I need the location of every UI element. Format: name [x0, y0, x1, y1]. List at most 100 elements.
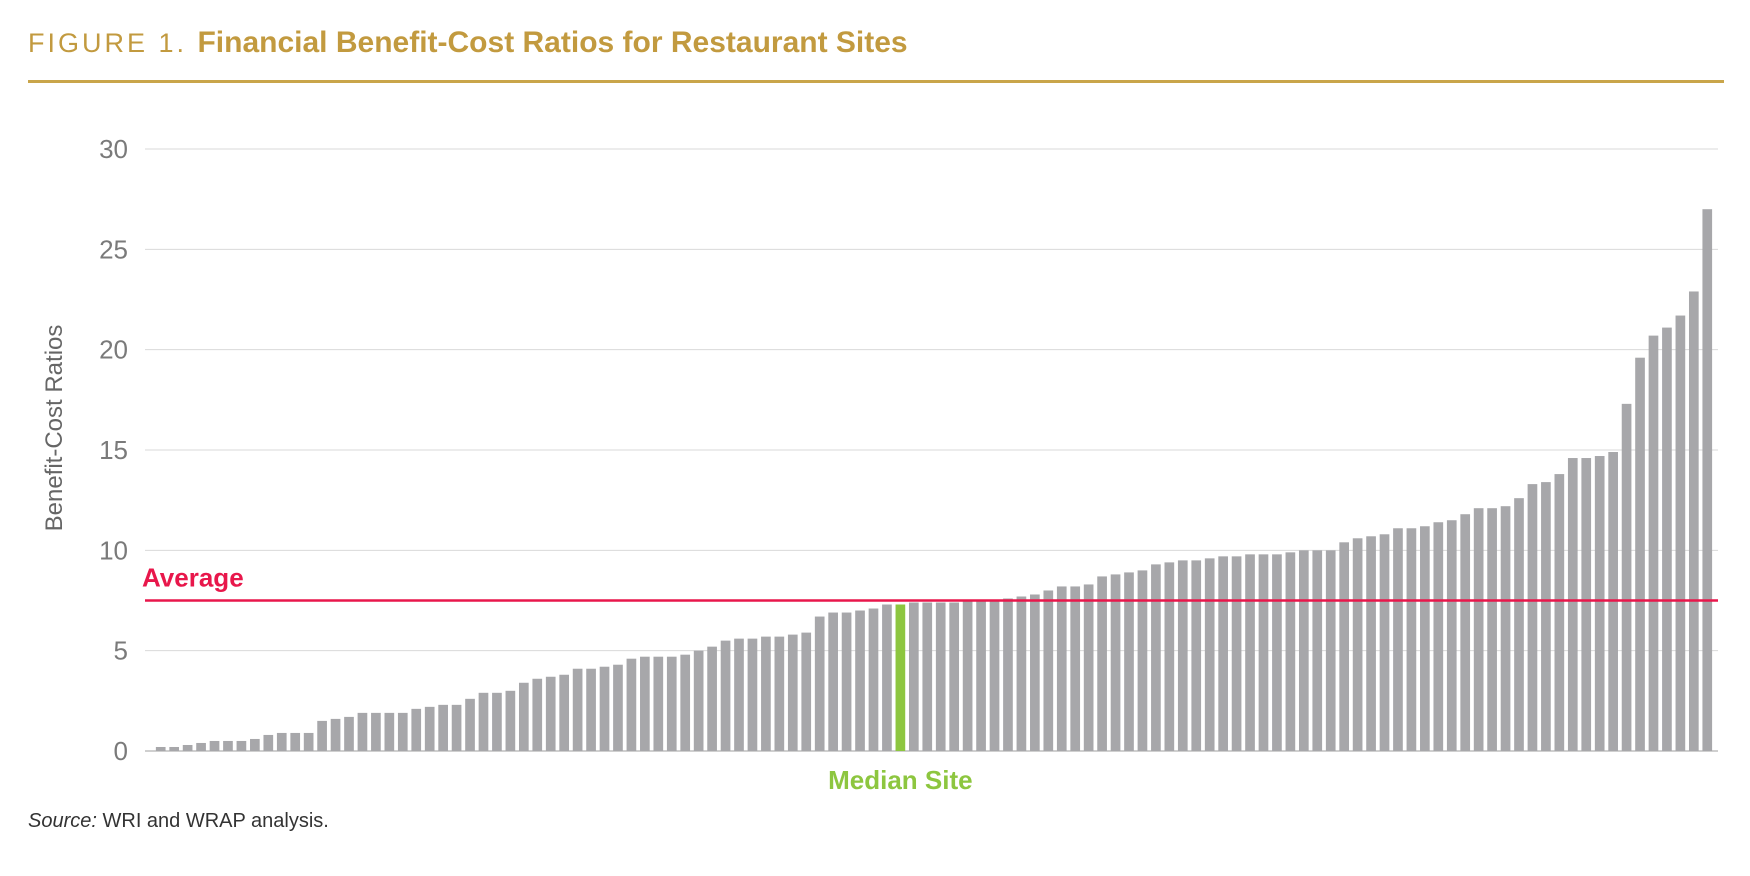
bar — [586, 668, 596, 751]
bar — [1662, 327, 1672, 751]
bar — [371, 712, 381, 751]
bar — [182, 744, 193, 751]
source-label: Source: — [28, 810, 97, 832]
bar — [532, 678, 543, 751]
bar — [250, 738, 260, 751]
bar — [680, 654, 691, 751]
figure-header: FIGURE 1. Financial Benefit-Cost Ratios … — [28, 26, 1724, 83]
bar — [1514, 498, 1524, 751]
bar — [989, 600, 1000, 751]
median-site-label: Median Site — [828, 765, 972, 795]
bar — [1231, 556, 1242, 751]
source-text: WRI and WRAP analysis. — [96, 810, 329, 832]
bar — [1473, 508, 1484, 751]
y-axis-label: Benefit-Cost Ratios — [41, 325, 68, 532]
bar — [1110, 574, 1121, 751]
bar — [1393, 528, 1403, 751]
bar — [424, 706, 435, 751]
bar — [1070, 586, 1081, 751]
bar — [613, 664, 623, 751]
bar — [1366, 536, 1376, 751]
bar — [1446, 520, 1457, 751]
bar — [518, 682, 529, 751]
y-axis-ticks: 0 5 10 15 20 25 30 — [99, 134, 128, 766]
bar — [1594, 456, 1605, 751]
bar — [303, 732, 314, 751]
bar — [599, 666, 610, 751]
bar — [640, 656, 650, 751]
bar — [155, 746, 166, 751]
bar — [868, 608, 879, 751]
bar — [1272, 554, 1282, 751]
bar — [1567, 458, 1578, 751]
bar — [1325, 550, 1336, 751]
bar — [1487, 508, 1497, 751]
figure-title: Financial Benefit-Cost Ratios for Restau… — [197, 26, 908, 59]
bar — [1164, 562, 1175, 751]
bar — [1379, 534, 1390, 751]
bar — [1124, 572, 1134, 751]
bar — [572, 668, 583, 751]
bar — [1285, 552, 1296, 751]
bar — [922, 602, 933, 751]
bar — [1433, 522, 1444, 751]
bar — [397, 712, 408, 751]
bar — [263, 734, 274, 751]
bar — [1581, 458, 1592, 751]
bar — [1151, 564, 1161, 751]
bar — [438, 704, 448, 751]
bar — [451, 704, 462, 751]
bar — [1030, 594, 1040, 751]
bar-chart: 0 5 10 15 20 25 30 Benefit-Cost Ratios Average… — [41, 134, 1718, 795]
bar — [1648, 335, 1659, 751]
bar — [1554, 474, 1565, 751]
bar — [693, 650, 704, 751]
bar — [855, 610, 865, 751]
bar — [1204, 558, 1215, 751]
bar — [976, 600, 986, 751]
average-label: Average — [142, 563, 244, 593]
bar — [1258, 554, 1269, 751]
bar — [1177, 560, 1188, 751]
bar — [236, 740, 247, 751]
y-tick-label: 0 — [114, 736, 128, 766]
bar — [1245, 554, 1255, 751]
bar — [545, 676, 556, 751]
bar — [1083, 584, 1094, 751]
bar — [1500, 506, 1511, 751]
bar — [1688, 291, 1699, 751]
bar — [761, 636, 771, 751]
bar — [1137, 570, 1148, 751]
bar — [317, 720, 327, 751]
bar — [223, 740, 233, 751]
median-bar — [895, 604, 906, 751]
bar — [1406, 528, 1417, 751]
y-tick-label: 5 — [114, 636, 128, 666]
bar — [734, 638, 744, 751]
bar — [1218, 556, 1228, 751]
bar — [411, 708, 422, 751]
bar — [1635, 357, 1645, 751]
bar — [276, 732, 287, 751]
bar — [828, 612, 838, 751]
bar — [169, 746, 180, 751]
bar — [1016, 596, 1027, 751]
y-tick-label: 20 — [99, 335, 128, 365]
bar — [801, 632, 812, 751]
bar — [882, 604, 892, 751]
bar — [626, 658, 637, 751]
bar — [935, 602, 946, 751]
bar — [962, 600, 973, 751]
bar — [1191, 560, 1202, 751]
bar — [1043, 590, 1054, 751]
bar — [492, 692, 502, 751]
y-tick-label: 25 — [99, 234, 128, 264]
bar — [196, 742, 206, 751]
bar — [1056, 586, 1067, 751]
bar — [720, 640, 731, 751]
bar — [707, 646, 717, 751]
bar — [1621, 403, 1632, 751]
y-tick-label: 15 — [99, 435, 128, 465]
bar — [1097, 576, 1107, 751]
bar — [1339, 542, 1350, 751]
